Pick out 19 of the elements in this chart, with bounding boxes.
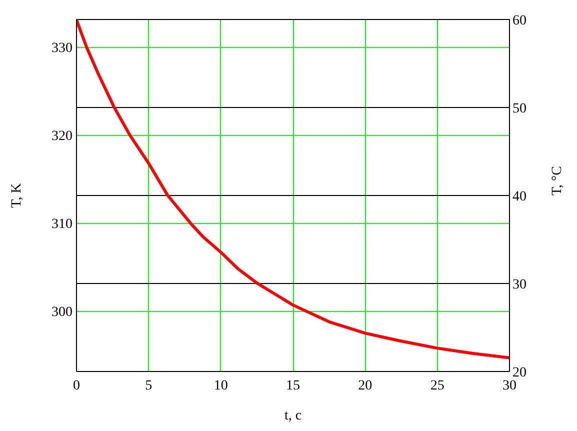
y-tick-label: 300	[52, 305, 72, 320]
y2-tick-label: 60	[512, 14, 526, 28]
x-tick-label: 0	[73, 378, 80, 394]
y2-tick-label: 20	[512, 366, 526, 380]
y2-tick-label: 30	[512, 278, 526, 292]
y-axis-title: T, K	[10, 183, 24, 208]
y-tick-label: 330	[52, 41, 72, 56]
x-tick-label: 15	[286, 378, 300, 394]
x-tick-label: 25	[430, 378, 444, 394]
x-tick-label: 10	[214, 378, 228, 394]
y2-tick-label: 50	[512, 102, 526, 116]
y-tick-label: 320	[52, 129, 72, 144]
y2-tick-label: 40	[512, 190, 526, 204]
x-axis-title: t, c	[284, 408, 302, 424]
y2-axis-title: T, °C	[550, 166, 565, 196]
x-tick-label: 20	[358, 378, 372, 394]
x-tick-label: 30	[502, 378, 516, 394]
x-tick-label: 5	[145, 378, 152, 394]
y-tick-label: 310	[52, 217, 72, 232]
